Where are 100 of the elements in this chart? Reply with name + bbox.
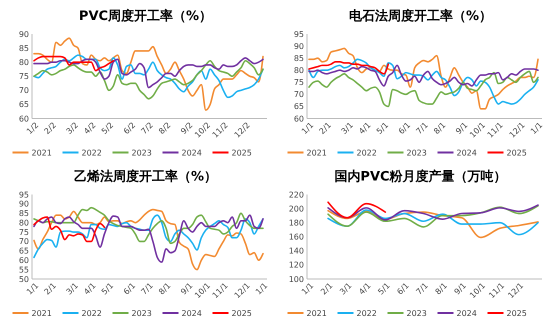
y-tick-label: 75	[18, 72, 29, 82]
line-series	[327, 201, 386, 219]
legend-label: 2022	[356, 148, 377, 158]
x-tick-label: 5/2	[100, 120, 116, 136]
x-tick-label: 1/1	[254, 281, 270, 296]
legend-label: 2023	[132, 308, 152, 318]
y-tick-label: 220	[288, 190, 304, 200]
line-series	[33, 206, 264, 244]
legend-label: 2024	[456, 148, 477, 158]
legend-label: 2023	[132, 148, 152, 158]
y-tick-label: 100	[288, 274, 304, 284]
x-tick-label: 1/1	[300, 281, 316, 296]
y-tick-label: 60	[18, 256, 29, 266]
legend-label: 2022	[82, 148, 102, 158]
y-tick-label: 60	[18, 114, 29, 124]
legend-label: 2025	[232, 148, 252, 158]
x-tick-label: 6/1	[122, 281, 138, 296]
x-tick-label: 1/2	[24, 120, 40, 136]
line-series	[308, 70, 539, 108]
x-tick-label: 5/1	[376, 281, 392, 296]
y-tick-label: 70	[18, 237, 29, 246]
x-tick-label: 9/1	[452, 281, 468, 296]
x-tick-label: 4/2	[82, 120, 98, 136]
legend-label: 2025	[506, 308, 527, 318]
x-tick-label: 9/1	[179, 281, 195, 296]
y-tick-label: 90	[294, 42, 304, 51]
legend-label: 2023	[406, 308, 427, 318]
y-tick-label: 85	[18, 209, 29, 218]
x-tick-label: 7/1	[414, 281, 430, 296]
y-tick-label: 85	[18, 44, 29, 53]
line-series	[33, 57, 264, 88]
line-series	[33, 208, 264, 270]
line-series	[33, 37, 264, 111]
y-tick-label: 55	[18, 265, 29, 274]
x-tick-label: 5/1	[100, 281, 116, 296]
x-tick-label: 3/1	[338, 281, 354, 296]
line-series	[327, 204, 539, 228]
x-tick-label: 4/1	[357, 281, 373, 296]
x-tick-label: 8/1	[157, 281, 173, 296]
x-tick-label: 2/1	[319, 281, 334, 296]
x-tick-label: 3/1	[340, 120, 356, 136]
x-tick-label: 8/1	[432, 120, 448, 136]
y-tick-label: 75	[18, 228, 29, 237]
x-tick-label: 2/1	[42, 281, 58, 296]
x-tick-label: 7/1	[139, 281, 155, 296]
y-tick-label: 60	[294, 114, 304, 124]
y-tick-label: 95	[294, 30, 304, 39]
y-tick-label: 85	[294, 54, 304, 63]
y-tick-label: 65	[18, 246, 29, 256]
x-tick-label: 6/1	[395, 281, 411, 296]
chart-title: 乙烯法周度开工率（%）	[74, 168, 218, 184]
line-series	[308, 60, 390, 75]
y-tick-label: 80	[18, 218, 29, 228]
line-series	[308, 64, 539, 87]
legend-label: 2023	[406, 148, 427, 158]
legend-label: 2025	[232, 308, 252, 318]
legend-label: 2024	[182, 308, 202, 318]
y-tick-label: 90	[18, 30, 29, 39]
x-tick-label: 4/1	[82, 281, 98, 296]
x-tick-label: 6/1	[396, 120, 412, 136]
legend-label: 2021	[306, 148, 327, 158]
x-tick-label: 1/1	[300, 120, 316, 136]
line-series	[33, 54, 264, 98]
x-tick-label: 3/1	[64, 281, 80, 296]
y-tick-label: 140	[288, 246, 304, 256]
y-tick-label: 95	[18, 190, 29, 200]
legend-label: 2025	[506, 148, 527, 158]
legend-label: 2021	[306, 308, 327, 318]
legend-label: 2022	[82, 308, 102, 318]
chart-title: PVC周度开工率（%）	[78, 8, 212, 24]
chart-title: 国内PVC粉月度产量（万吨）	[334, 168, 507, 184]
legend-label: 2021	[32, 148, 52, 158]
y-tick-label: 80	[18, 58, 29, 67]
x-tick-label: 6/2	[122, 120, 138, 136]
x-tick-label: 2/2	[42, 120, 58, 136]
x-tick-label: 8/2	[157, 120, 173, 136]
y-tick-label: 180	[288, 218, 304, 228]
legend-label: 2022	[356, 308, 377, 318]
y-tick-label: 80	[294, 66, 304, 76]
y-tick-label: 75	[294, 78, 304, 88]
line-series	[327, 204, 539, 221]
line-series	[33, 56, 114, 72]
x-tick-label: 3/2	[64, 120, 80, 136]
line-series	[33, 216, 106, 242]
line-series	[33, 60, 264, 100]
x-tick-label: 1/1	[528, 120, 544, 136]
y-tick-label: 120	[288, 260, 304, 270]
y-tick-label: 200	[288, 204, 304, 214]
y-tick-label: 65	[294, 102, 304, 112]
x-tick-label: 5/1	[374, 120, 390, 136]
y-tick-label: 70	[294, 90, 304, 100]
x-tick-label: 1/1	[24, 281, 40, 296]
y-tick-label: 70	[18, 86, 29, 96]
line-series	[308, 58, 539, 105]
legend-label: 2024	[182, 148, 202, 158]
line-series	[308, 48, 539, 110]
y-tick-label: 65	[18, 100, 29, 110]
x-tick-label: 9/2	[179, 120, 195, 136]
x-tick-label: 7/2	[139, 120, 155, 136]
legend-label: 2021	[32, 308, 52, 318]
